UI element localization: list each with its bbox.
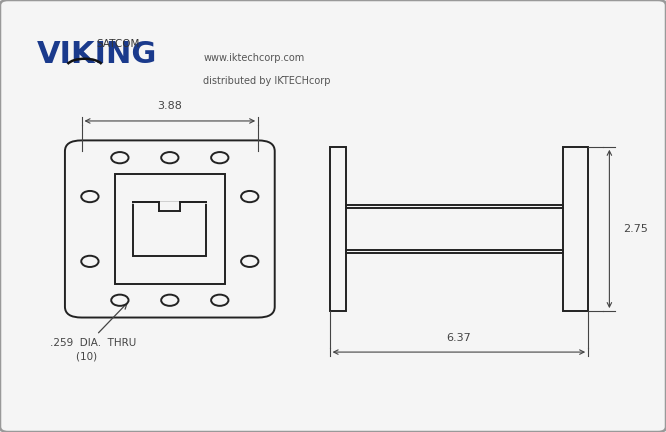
Text: 3.88: 3.88 <box>157 102 182 111</box>
Text: distributed by IKTECHcorp: distributed by IKTECHcorp <box>203 76 330 86</box>
Circle shape <box>211 152 228 163</box>
Text: www.iktechcorp.com: www.iktechcorp.com <box>203 53 304 63</box>
Circle shape <box>241 256 258 267</box>
Text: .259  DIA.  THRU
        (10): .259 DIA. THRU (10) <box>50 338 137 362</box>
Bar <box>115 174 225 284</box>
Circle shape <box>241 191 258 202</box>
FancyBboxPatch shape <box>65 140 274 318</box>
Circle shape <box>211 295 228 306</box>
Text: VIKING: VIKING <box>37 40 157 69</box>
Text: 6.37: 6.37 <box>446 333 472 343</box>
Circle shape <box>161 152 178 163</box>
Text: 2.75: 2.75 <box>623 224 647 234</box>
Circle shape <box>111 152 129 163</box>
Bar <box>563 147 588 311</box>
Circle shape <box>111 295 129 306</box>
Text: SATCOM: SATCOM <box>97 39 140 49</box>
Circle shape <box>81 191 99 202</box>
Bar <box>330 147 346 311</box>
Circle shape <box>161 295 178 306</box>
Circle shape <box>81 256 99 267</box>
Bar <box>133 202 206 256</box>
